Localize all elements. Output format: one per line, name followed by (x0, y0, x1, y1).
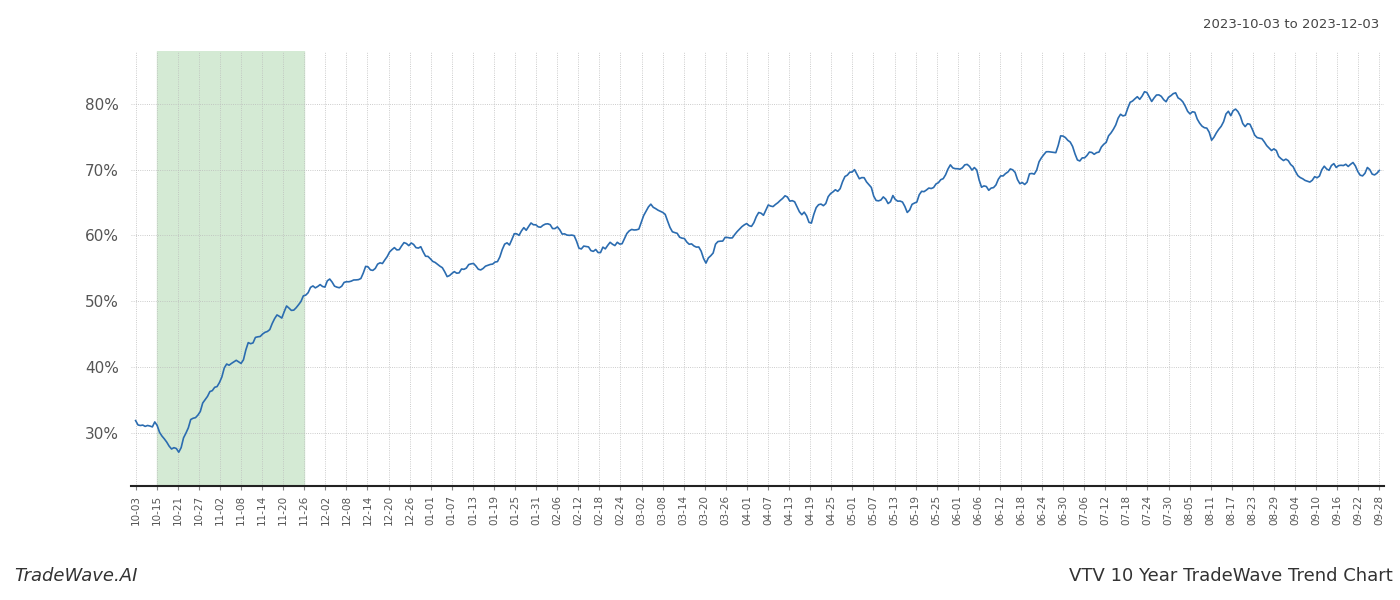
Bar (157, 51, 304, 486)
Text: TradeWave.AI: TradeWave.AI (14, 567, 137, 585)
Text: 2023-10-03 to 2023-12-03: 2023-10-03 to 2023-12-03 (1203, 18, 1379, 31)
Text: VTV 10 Year TradeWave Trend Chart: VTV 10 Year TradeWave Trend Chart (1070, 567, 1393, 585)
